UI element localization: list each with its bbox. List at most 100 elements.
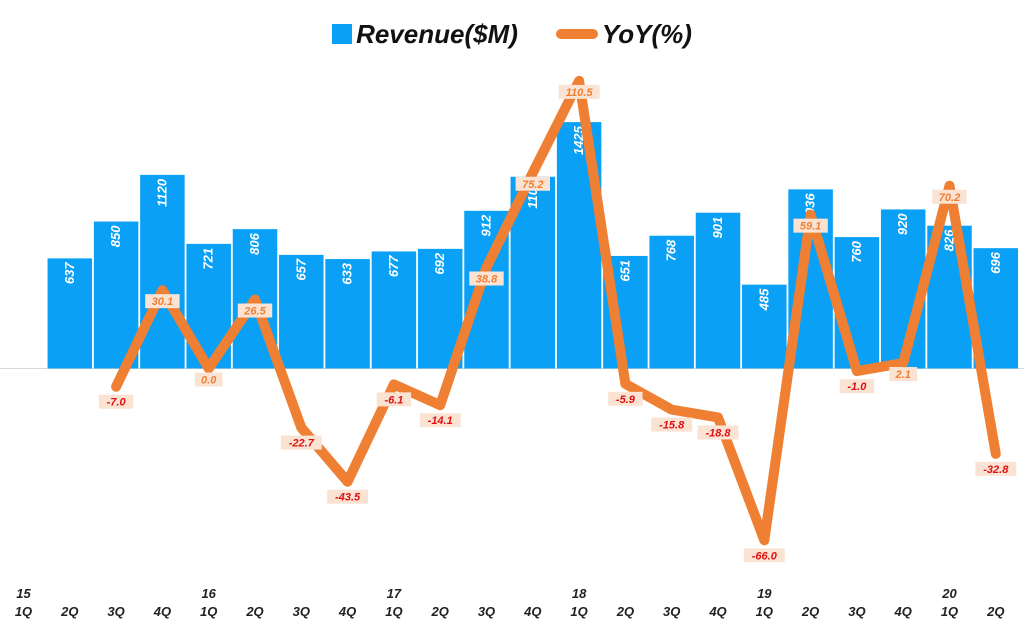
yoy-label-bg xyxy=(194,372,223,387)
yoy-point-label: -1.0 xyxy=(839,379,875,394)
yoy-label-text: -14.1 xyxy=(428,415,453,427)
yoy-label-bg xyxy=(743,548,785,563)
revenue-bar-label: 768 xyxy=(664,239,679,261)
yoy-point-label: -6.1 xyxy=(376,392,412,407)
yoy-point-label: -43.5 xyxy=(327,489,369,504)
x-tick-quarter: 1Q xyxy=(200,604,217,619)
yoy-label-text: -18.8 xyxy=(705,427,731,439)
yoy-label-text: 59.1 xyxy=(800,221,821,233)
x-tick-quarter: 2Q xyxy=(801,604,819,619)
revenue-bar xyxy=(695,212,741,369)
yoy-point-label: -32.8 xyxy=(975,461,1017,476)
revenue-bar-label: 721 xyxy=(201,248,216,270)
x-tick-quarter: 4Q xyxy=(708,604,726,619)
revenue-bar xyxy=(93,221,139,369)
revenue-bar xyxy=(742,284,787,369)
yoy-label-text: -22.7 xyxy=(289,438,315,450)
yoy-label-text: 38.8 xyxy=(476,274,498,286)
yoy-label-text: -5.9 xyxy=(616,394,636,406)
yoy-point-label: 59.1 xyxy=(793,218,828,233)
yoy-point-label: -15.8 xyxy=(651,417,693,432)
yoy-label-bg xyxy=(932,189,967,204)
x-tick-quarter: 3Q xyxy=(107,604,124,619)
revenue-bar-label: 912 xyxy=(479,214,494,236)
yoy-label-text: -7.0 xyxy=(107,397,127,409)
x-tick-quarter: 1Q xyxy=(941,604,958,619)
yoy-label-text: 70.2 xyxy=(939,192,960,204)
yoy-label-text: -6.1 xyxy=(384,394,403,406)
revenue-bars xyxy=(47,122,1019,369)
yoy-label-bg xyxy=(280,435,322,450)
yoy-point-label: 30.1 xyxy=(145,294,180,309)
yoy-point-label: -66.0 xyxy=(743,548,785,563)
x-tick-quarter: 2Q xyxy=(60,604,78,619)
revenue-bar xyxy=(279,254,324,369)
revenue-bar-label: 677 xyxy=(386,255,401,277)
yoy-point-label: -5.9 xyxy=(608,391,643,406)
x-tick-quarter: 2Q xyxy=(245,604,263,619)
yoy-point-labels: -7.0 30.1 0.0 26.5 -22.7 -43.5 -6.1 -14.1 38.8 75… xyxy=(98,84,1017,563)
x-tick-quarter: 2Q xyxy=(616,604,634,619)
revenue-bar-label: 657 xyxy=(293,258,308,280)
x-tick-quarter: 1Q xyxy=(385,604,402,619)
yoy-point-label: 110.5 xyxy=(558,84,600,99)
legend-item-yoy: YoY(%) xyxy=(555,18,692,50)
x-tick-quarter: 1Q xyxy=(756,604,773,619)
yoy-point-label: 26.5 xyxy=(237,303,273,318)
x-tick-year: 17 xyxy=(387,586,402,601)
yoy-label-text: -15.8 xyxy=(659,420,685,432)
legend-item-revenue: Revenue($M) xyxy=(332,19,518,50)
x-axis-ticks: 1Q 15 2Q 3Q 4Q 1Q 16 2Q 3Q 4Q 1Q 17 2Q 3Q 4Q 1Q 18 2Q 3Q 4Q… xyxy=(15,586,1005,619)
revenue-bar-label: 901 xyxy=(710,217,725,239)
yoy-label-bg xyxy=(419,413,461,428)
x-tick-quarter: 3Q xyxy=(663,604,680,619)
yoy-label-bg xyxy=(839,379,875,394)
legend-revenue-swatch xyxy=(332,24,353,44)
x-tick-year: 19 xyxy=(757,586,772,601)
x-tick-quarter: 1Q xyxy=(570,604,587,619)
yoy-label-text: -43.5 xyxy=(335,492,361,504)
yoy-label-bg xyxy=(697,425,739,440)
x-tick-quarter: 4Q xyxy=(338,604,356,619)
yoy-label-text: -66.0 xyxy=(752,550,778,562)
x-tick-quarter: 2Q xyxy=(431,604,449,619)
revenue-bar-label: 696 xyxy=(988,251,1003,273)
x-tick-year: 16 xyxy=(201,586,216,601)
x-tick-year: 18 xyxy=(572,586,587,601)
yoy-point-label: 75.2 xyxy=(515,176,550,191)
x-tick-quarter: 3Q xyxy=(293,604,310,619)
revenue-bar-label: 651 xyxy=(617,260,632,282)
legend-revenue-label: Revenue($M) xyxy=(356,18,518,49)
yoy-label-bg xyxy=(889,367,918,382)
revenue-bar-label: 692 xyxy=(432,252,447,274)
revenue-bar xyxy=(47,258,93,369)
revenue-bar-label: 806 xyxy=(247,232,262,254)
x-tick-quarter: 4Q xyxy=(153,604,171,619)
yoy-label-bg xyxy=(327,489,369,504)
x-tick-quarter: 4Q xyxy=(894,604,912,619)
revenue-bar-label: 826 xyxy=(942,229,957,251)
yoy-label-text: -1.0 xyxy=(847,381,867,393)
yoy-label-text: 30.1 xyxy=(152,296,173,308)
x-tick-quarter: 1Q xyxy=(15,604,32,619)
yoy-label-bg xyxy=(145,294,180,309)
yoy-point-label: -22.7 xyxy=(280,435,322,450)
revenue-bar xyxy=(140,174,185,369)
revenue-bar-label: 1120 xyxy=(154,178,169,207)
legend-yoy-label: YoY(%) xyxy=(601,18,692,49)
revenue-bar xyxy=(834,237,880,369)
yoy-point-label: 70.2 xyxy=(932,189,967,204)
yoy-point-label: 2.1 xyxy=(889,367,918,382)
x-tick-quarter: 3Q xyxy=(478,604,495,619)
yoy-point-label: 0.0 xyxy=(194,372,223,387)
yoy-label-text: 0.0 xyxy=(201,375,217,387)
x-tick-quarter: 3Q xyxy=(848,604,865,619)
x-tick-year: 20 xyxy=(941,586,957,601)
yoy-point-label: 38.8 xyxy=(469,271,504,286)
x-tick-quarter: 2Q xyxy=(986,604,1004,619)
yoy-label-bg xyxy=(237,303,273,318)
x-tick-year: 15 xyxy=(16,586,31,601)
yoy-label-bg xyxy=(376,392,412,407)
